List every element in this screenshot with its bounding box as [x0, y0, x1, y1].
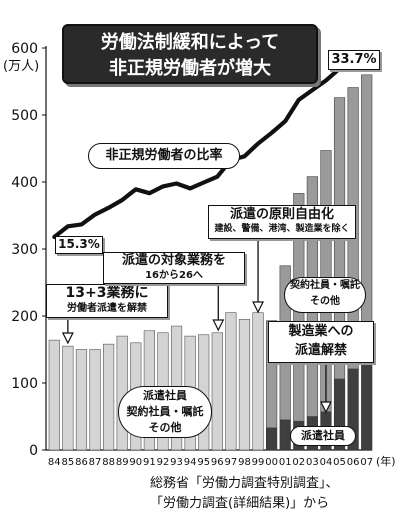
- y-tick-label: 600: [11, 41, 38, 57]
- law-2004-box: 製造業への 派遣解禁: [268, 321, 374, 363]
- arrow-2004-head: [319, 401, 332, 414]
- x-tick-label: 03: [306, 457, 319, 468]
- bar-combined: [211, 332, 223, 451]
- bar-label-contract-line-1: 契約社員・嘱託: [290, 280, 360, 291]
- x-tick-label: 87: [89, 457, 102, 468]
- x-tick-label: 91: [143, 457, 156, 468]
- x-tick-label: 86: [75, 457, 88, 468]
- y-tick-label: 300: [11, 242, 38, 258]
- source-line-1: 総務省「労働力調査特別調査」、: [150, 476, 339, 491]
- law-1999-sub: 建設、警備、港湾、製造業を除く: [214, 224, 350, 234]
- arrow-1996-head: [212, 319, 225, 332]
- x-tick-label: 93: [170, 457, 183, 468]
- ratio-line-label: 非正規労働者の比率: [88, 143, 240, 169]
- bar-dispatch: [266, 427, 278, 451]
- x-tick-label: 00: [265, 457, 278, 468]
- y-axis-unit: (万人): [3, 59, 40, 74]
- source-line-2: 「労働力調査(詳細結果)」から: [150, 496, 330, 511]
- y-tick-label: 400: [11, 175, 38, 191]
- law-1996-sub: 16から26へ: [145, 270, 203, 281]
- x-tick-label: 07: [360, 457, 373, 468]
- bar-combined: [252, 312, 264, 451]
- bar-combined: [103, 343, 115, 451]
- bar-label-combined-line-2: 契約社員・嘱託: [126, 405, 204, 418]
- bar-dispatch: [361, 360, 373, 451]
- source-note: 総務省「労働力調査特別調査」、 「労働力調査(詳細結果)」から: [150, 474, 339, 514]
- title-line-1: 労働法制緩和によって: [100, 32, 280, 53]
- x-tick-label: 88: [102, 457, 115, 468]
- bar-label-contract-line-2: その他: [310, 296, 340, 307]
- x-tick-label: 97: [225, 457, 238, 468]
- law-1999-title: 派遣の原則自由化: [229, 207, 334, 222]
- law-2004-line-2: 派遣解禁: [294, 343, 347, 358]
- bar-combined: [62, 345, 74, 451]
- x-tick-label: 89: [116, 457, 129, 468]
- x-tick-label: 95: [197, 457, 210, 468]
- x-tick-label: 01: [279, 457, 292, 468]
- x-tick-label: 90: [129, 457, 142, 468]
- x-axis-unit: (年): [376, 454, 396, 468]
- law-1996-box: 派遣の対象業務を 16から26へ: [103, 252, 245, 284]
- ratio-line: [52, 55, 369, 240]
- chart-title: 労働法制緩和によって 非正規労働者が増大: [62, 24, 318, 84]
- y-tick-label: 500: [11, 108, 38, 124]
- bar-contract-other: [266, 320, 278, 429]
- arrow-1986-head: [61, 332, 74, 345]
- y-tick-label: 200: [11, 309, 38, 325]
- bar-combined: [225, 312, 237, 451]
- x-tick-label: 04: [320, 457, 333, 468]
- bar-label-contract: 契約社員・嘱託 その他: [284, 277, 366, 313]
- bar-label-combined-line-3: その他: [148, 421, 182, 434]
- title-line-2: 非正規労働者が増大: [109, 58, 271, 79]
- x-tick-label: 85: [62, 457, 75, 468]
- start-ratio-label: 15.3%: [55, 236, 103, 254]
- x-tick-label: 05: [333, 457, 346, 468]
- bar-dispatch: [279, 419, 291, 451]
- law-1986-box: 13+3業務に 労働者派遣を解禁: [46, 284, 168, 318]
- bar-combined: [48, 339, 60, 451]
- x-tick-label: 94: [184, 457, 197, 468]
- x-tick-label: 99: [252, 457, 265, 468]
- arrow-1999-head: [252, 301, 265, 314]
- law-1986-title: 13+3業務に: [65, 285, 149, 301]
- x-tick-label: 96: [211, 457, 224, 468]
- x-tick-label: 06: [347, 457, 360, 468]
- x-tick-label: 84: [48, 457, 61, 468]
- x-tick-label: 98: [238, 457, 251, 468]
- law-1999-box: 派遣の原則自由化 建設、警備、港湾、製造業を除く: [208, 205, 356, 239]
- law-2004-line-1: 製造業への: [288, 324, 354, 339]
- bar-label-combined: 派遣社員 契約社員・嘱託 その他: [118, 386, 212, 438]
- bar-combined: [75, 349, 88, 451]
- bar-combined: [238, 319, 251, 451]
- x-tick-label: 92: [157, 457, 170, 468]
- bar-combined: [89, 349, 101, 451]
- y-tick-label: 100: [11, 376, 38, 392]
- end-ratio-label: 33.7%: [328, 50, 380, 70]
- law-1996-title: 派遣の対象業務を: [121, 253, 226, 268]
- law-1986-sub: 労働者派遣を解禁: [67, 303, 147, 314]
- bar-label-dispatch: 派遣社員: [290, 426, 356, 446]
- x-tick-label: 02: [292, 457, 305, 468]
- bar-contract-other: [361, 74, 373, 362]
- y-tick-label: 0: [29, 443, 38, 459]
- bar-label-combined-line-1: 派遣社員: [143, 389, 187, 402]
